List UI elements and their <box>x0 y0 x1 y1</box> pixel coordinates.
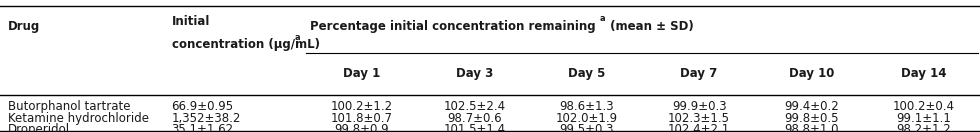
Text: 100.2±1.2: 100.2±1.2 <box>331 100 393 113</box>
Text: 102.4±2.1: 102.4±2.1 <box>668 123 730 132</box>
Text: 99.8±0.5: 99.8±0.5 <box>784 112 839 125</box>
Text: concentration (μg/mL): concentration (μg/mL) <box>172 38 319 51</box>
Text: 98.6±1.3: 98.6±1.3 <box>560 100 614 113</box>
Text: Ketamine hydrochloride: Ketamine hydrochloride <box>8 112 149 125</box>
Text: 1,352±38.2: 1,352±38.2 <box>172 112 241 125</box>
Text: Day 10: Day 10 <box>789 67 834 80</box>
Text: Day 14: Day 14 <box>901 67 947 80</box>
Text: Droperidol: Droperidol <box>8 123 70 132</box>
Text: 98.2±1.2: 98.2±1.2 <box>897 123 952 132</box>
Text: 101.5±1.4: 101.5±1.4 <box>443 123 506 132</box>
Text: 98.7±0.6: 98.7±0.6 <box>447 112 502 125</box>
Text: a: a <box>600 14 606 23</box>
Text: Initial: Initial <box>172 15 210 28</box>
Text: Drug: Drug <box>8 20 40 33</box>
Text: Day 1: Day 1 <box>343 67 380 80</box>
Text: 101.8±0.7: 101.8±0.7 <box>331 112 393 125</box>
Text: 100.2±0.4: 100.2±0.4 <box>893 100 955 113</box>
Text: a: a <box>295 33 301 42</box>
Text: Butorphanol tartrate: Butorphanol tartrate <box>8 100 130 113</box>
Text: 102.3±1.5: 102.3±1.5 <box>668 112 730 125</box>
Text: (mean ± SD): (mean ± SD) <box>606 20 694 33</box>
Text: 99.1±1.1: 99.1±1.1 <box>897 112 952 125</box>
Text: Day 3: Day 3 <box>456 67 493 80</box>
Text: Day 5: Day 5 <box>568 67 606 80</box>
Text: Day 7: Day 7 <box>680 67 717 80</box>
Text: 99.9±0.3: 99.9±0.3 <box>671 100 726 113</box>
Text: 66.9±0.95: 66.9±0.95 <box>172 100 233 113</box>
Text: 99.5±0.3: 99.5±0.3 <box>560 123 613 132</box>
Text: 102.5±2.4: 102.5±2.4 <box>443 100 506 113</box>
Text: 35.1±1.62: 35.1±1.62 <box>172 123 233 132</box>
Text: Percentage initial concentration remaining: Percentage initial concentration remaini… <box>310 20 595 33</box>
Text: 99.8±0.9: 99.8±0.9 <box>334 123 389 132</box>
Text: 102.0±1.9: 102.0±1.9 <box>556 112 617 125</box>
Text: 99.4±0.2: 99.4±0.2 <box>784 100 839 113</box>
Text: 98.8±1.0: 98.8±1.0 <box>784 123 839 132</box>
